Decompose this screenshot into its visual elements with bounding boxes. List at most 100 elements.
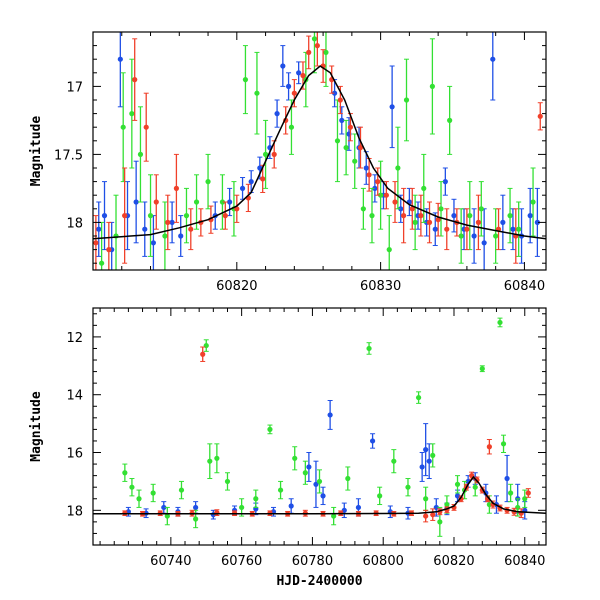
y-tick-label: 17.5 <box>54 148 83 163</box>
data-point <box>508 490 514 496</box>
x-axis-label: HJD-2400000 <box>276 574 362 589</box>
data-point <box>507 213 513 219</box>
data-point <box>430 452 436 459</box>
data-point <box>403 97 410 103</box>
data-point <box>412 219 418 225</box>
data-point <box>421 185 427 191</box>
data-point <box>497 319 503 326</box>
blue-series <box>125 399 528 520</box>
data-point <box>153 199 159 205</box>
data-point <box>398 206 404 212</box>
data-point <box>320 493 326 499</box>
data-point <box>405 484 411 490</box>
data-point <box>355 504 362 511</box>
data-point <box>332 90 338 96</box>
data-point <box>331 513 337 519</box>
data-point <box>274 111 280 117</box>
data-point <box>467 213 473 219</box>
data-point <box>345 475 351 482</box>
data-point <box>486 444 492 450</box>
x-tick-label: 60820 <box>216 279 257 294</box>
green-series <box>122 317 528 537</box>
data-point <box>227 199 233 205</box>
data-point <box>438 206 444 212</box>
y-tick-label: 18 <box>66 216 83 231</box>
x-axis: 60820 60830 60840 <box>92 32 545 294</box>
data-point <box>120 124 126 130</box>
data-point <box>164 513 170 519</box>
y-tick-label: 12 <box>66 331 83 346</box>
data-point <box>504 475 510 482</box>
x-axis: 60740 60760 60780 60800 60820 60840 <box>99 308 545 569</box>
data-point <box>296 70 302 76</box>
y-axis: 12 14 16 18 <box>66 313 546 546</box>
data-point <box>481 240 487 246</box>
data-point <box>242 77 249 83</box>
data-point <box>129 111 135 117</box>
data-point <box>430 512 436 518</box>
data-point <box>426 219 433 225</box>
data-point <box>101 213 108 219</box>
data-point <box>500 219 506 225</box>
data-point <box>444 226 450 232</box>
data-point <box>479 366 485 372</box>
data-point <box>178 233 184 239</box>
data-point <box>534 219 540 225</box>
data-point <box>311 36 318 42</box>
data-point <box>426 458 432 464</box>
data-point <box>161 504 167 511</box>
data-point <box>193 199 200 205</box>
data-point <box>214 455 220 461</box>
data-point <box>96 226 102 232</box>
data-point <box>314 43 320 49</box>
plot-area <box>93 32 546 270</box>
red-series <box>93 32 543 270</box>
data-point <box>117 56 123 62</box>
data-point <box>447 117 453 123</box>
data-point <box>360 206 366 212</box>
y-tick-label: 17 <box>66 80 83 95</box>
top-panel: 60820 60830 60840 17 17.5 18 Magnitude <box>29 31 547 294</box>
data-point <box>193 516 199 522</box>
data-point <box>150 240 156 246</box>
data-point <box>510 226 516 232</box>
data-point <box>280 63 286 69</box>
data-point <box>291 90 297 96</box>
data-point <box>415 394 422 401</box>
x-tick-label: 60820 <box>433 554 474 569</box>
data-point <box>437 519 443 525</box>
data-point <box>389 104 395 110</box>
x-tick-label: 60830 <box>360 279 401 294</box>
data-point <box>313 481 319 487</box>
data-point <box>401 213 407 219</box>
data-point <box>383 192 389 198</box>
data-point <box>369 438 376 444</box>
data-point <box>444 501 450 508</box>
data-point <box>300 72 306 79</box>
data-point <box>288 503 294 509</box>
data-point <box>302 470 308 476</box>
data-point <box>183 213 190 219</box>
data-point <box>147 213 154 219</box>
data-point <box>419 464 425 470</box>
data-point <box>375 179 381 185</box>
model-curve <box>93 475 546 515</box>
data-point <box>205 179 211 185</box>
data-point <box>260 176 266 182</box>
data-point <box>178 487 185 493</box>
data-point <box>288 124 295 130</box>
data-point <box>306 464 312 470</box>
data-point <box>207 458 213 464</box>
data-point <box>188 226 194 232</box>
data-point <box>395 165 401 171</box>
data-point <box>458 233 464 239</box>
data-point <box>316 478 323 485</box>
data-point <box>253 496 259 502</box>
red-series <box>122 346 531 523</box>
data-point <box>372 185 378 191</box>
data-point <box>132 77 138 83</box>
data-point <box>377 493 383 499</box>
data-point <box>369 213 375 219</box>
green-series <box>99 32 536 270</box>
data-point <box>525 490 531 496</box>
